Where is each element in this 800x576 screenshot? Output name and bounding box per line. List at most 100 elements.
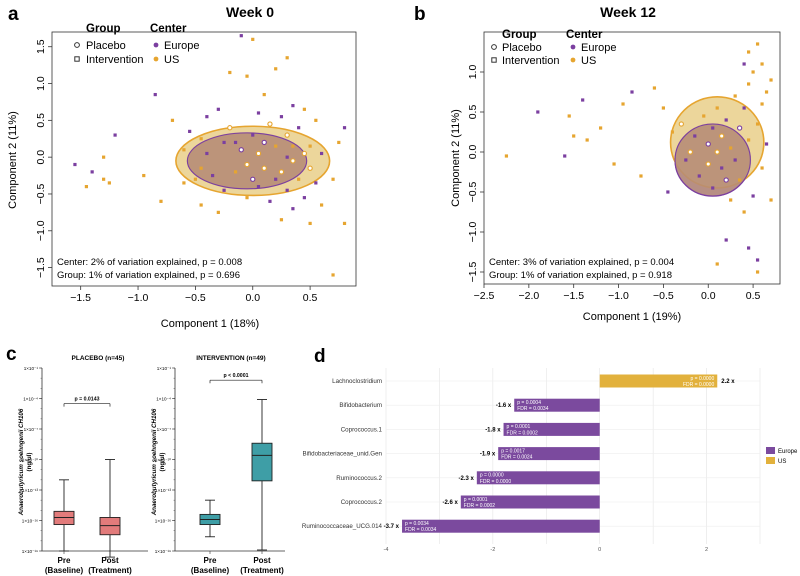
panel-label-b: b [414, 4, 426, 25]
point-intervention [153, 92, 157, 97]
legend-center-title: Center [150, 23, 187, 35]
panel-a-legend: Group Center Placebo Intervention Europe… [74, 23, 199, 66]
point-intervention [729, 146, 733, 150]
point-intervention [216, 107, 220, 111]
legend-europe-label: Europe [164, 40, 199, 52]
point-intervention [182, 148, 186, 152]
legend-intervention-label: Intervention [502, 55, 559, 67]
point-intervention [211, 173, 215, 178]
point-intervention [84, 185, 89, 189]
panel-c-ylabel-right: Anaerobutyricum soehngenii CH106 [151, 408, 158, 516]
point-intervention [760, 62, 764, 66]
point-intervention [747, 82, 751, 86]
point-intervention [279, 115, 284, 119]
legend-us-marker [570, 57, 576, 63]
bar-value-label: -2.3 x [458, 476, 474, 482]
bar-fdr-label: FDR = 0.0024 [501, 455, 532, 461]
y-tick-label: 1×10⁻¹⁰ [155, 457, 171, 462]
point-placebo [705, 141, 711, 147]
point-placebo [227, 125, 233, 131]
x-tick-label: Pre [58, 556, 71, 565]
point-intervention [308, 221, 312, 226]
europe-ellipse-overlap [186, 132, 308, 190]
legend-europe-label: Europe [581, 42, 616, 54]
bar-fdr-label: FDR = 0.0002 [507, 430, 538, 436]
point-intervention [228, 70, 232, 75]
point-intervention [199, 137, 203, 141]
point-intervention [205, 115, 209, 119]
box [99, 517, 121, 536]
x-tick-label: −1.5 [70, 292, 91, 304]
legend-placebo-label: Placebo [502, 42, 542, 54]
legend-europe-marker [153, 42, 159, 48]
point-placebo [307, 165, 313, 171]
bar-value-label: -1.8 x [485, 427, 501, 433]
point-intervention [755, 270, 760, 274]
panel-c-plots: 1×10⁻¹ 1×10⁻⁴ 1×10⁻⁷ 1×10⁻¹⁰ 1×10⁻¹³ 1×10⁻¹⁶ 1… [22, 366, 285, 575]
point-intervention [724, 238, 728, 242]
point-intervention [630, 90, 634, 94]
panel-b-points [504, 42, 773, 274]
bar-p-label: p = 0.0004 [517, 400, 541, 406]
point-intervention [297, 126, 301, 130]
x-tick-label: 0.5 [746, 290, 761, 302]
legend-group-title: Group [86, 23, 121, 35]
bar-value-label: -1.6 x [496, 403, 512, 409]
point-intervention [733, 94, 737, 98]
point-intervention [256, 111, 261, 115]
point-intervention [621, 102, 625, 106]
point-intervention [291, 207, 295, 211]
bar-Bifidobacterium [514, 398, 600, 412]
point-intervention [760, 166, 764, 170]
legend-us-marker [153, 56, 159, 62]
point-intervention [747, 246, 751, 250]
point-intervention [342, 126, 347, 130]
x-tick-label: −0.5 [185, 292, 206, 304]
box [251, 442, 273, 482]
legend-us-text: US [778, 459, 786, 465]
bar-p-label: p = 0.0000 [690, 376, 714, 382]
panel-a-points [73, 34, 347, 277]
legend-intervention-marker [74, 56, 80, 62]
panel-d-x-ticks: -4 -2 0 2 [384, 547, 709, 553]
bar-Ruminococcus.2 [476, 471, 600, 485]
category-label: Bifidobacteriaceae_unid.Gen [303, 451, 383, 458]
point-intervention [661, 106, 665, 110]
panel-a-annotation-center: Center: 2% of variation explained, p = 0… [57, 257, 242, 268]
point-intervention [536, 110, 540, 114]
point-intervention [285, 56, 289, 60]
point-intervention [170, 118, 175, 122]
point-intervention [729, 198, 733, 202]
point-placebo [736, 125, 743, 131]
x-tick-label: −1.0 [128, 292, 149, 304]
legend-placebo-label: Placebo [86, 40, 126, 52]
x-tick-label-sub: (Treatment) [88, 566, 132, 575]
y-tick-label: 1.5 [35, 39, 47, 54]
y-tick-label: −0.5 [467, 181, 479, 202]
point-intervention [715, 262, 719, 266]
panel-b-annotation-center: Center: 3% of variation explained, p = 0… [489, 257, 674, 268]
point-intervention [567, 114, 571, 118]
legend-group-title: Group [502, 29, 537, 41]
y-tick-label: 1.0 [467, 65, 479, 80]
x-tick-label: Post [101, 556, 119, 565]
panel-label-c: c [6, 344, 17, 365]
category-label: Coprococcus.1 [341, 426, 383, 433]
panel-c-placebo-title: PLACEBO (n=45) [72, 355, 125, 362]
point-intervention [670, 130, 674, 134]
point-intervention [297, 177, 301, 181]
category-label: Ruminococcus.2 [336, 475, 382, 482]
y-tick-label: 1×10⁻⁴ [156, 396, 171, 401]
y-tick-label: 1×10⁻⁷ [157, 427, 172, 432]
point-intervention [319, 203, 324, 207]
point-intervention [715, 106, 719, 110]
panel-b-scatter: Week 12 −2.5 −2.0 −1.5 −1.0 −0.5 0.0 0.5 −1.5−… [450, 4, 781, 323]
y-tick-label: −0.5 [35, 183, 47, 204]
bar-fdr-label: FDR = 0.0034 [405, 527, 436, 533]
panel-b-y-ticks: −1.5 −1.0 −0.5 0.0 0.5 1.0 [467, 65, 484, 282]
y-tick-label: 1×10⁻¹³ [22, 488, 38, 493]
point-placebo [267, 121, 273, 127]
legend-us-label: US [164, 54, 179, 66]
point-intervention [666, 190, 670, 194]
